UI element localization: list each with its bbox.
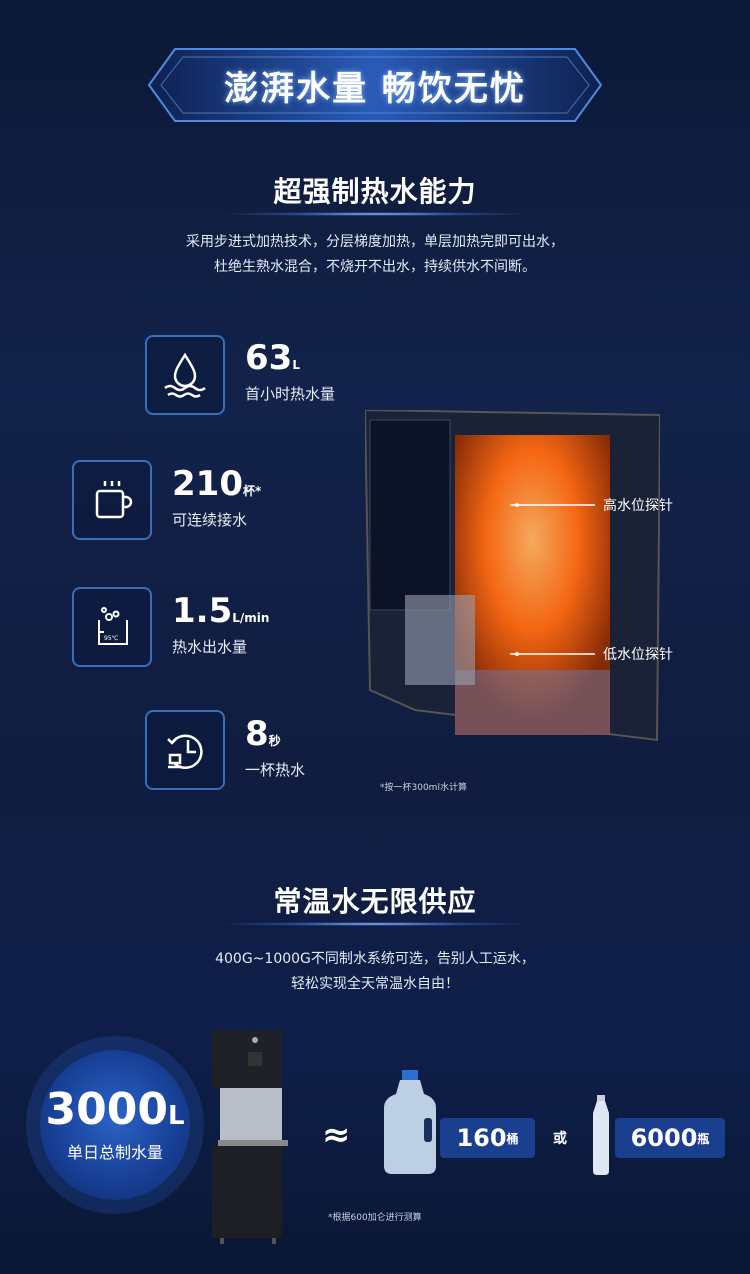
water-drop-icon bbox=[145, 335, 225, 415]
capacity-unit: L bbox=[167, 1101, 185, 1131]
capacity-label: 单日总制水量 bbox=[66, 1143, 163, 1162]
or-label: 或 bbox=[553, 1131, 567, 1147]
barrels-badge: 160 桶 bbox=[440, 1118, 535, 1158]
desc-line: 杜绝生熟水混合，不烧开不出水，持续供水不间断。 bbox=[214, 259, 536, 275]
heading-glow bbox=[225, 922, 525, 926]
barrels-unit: 桶 bbox=[506, 1131, 519, 1146]
approx-sign: ≈ bbox=[322, 1115, 351, 1155]
feature-value: 63 bbox=[245, 338, 293, 378]
feature-hot-water-flow: 1.5L/min 热水出水量 bbox=[172, 593, 269, 657]
clock-cup-icon bbox=[145, 710, 225, 790]
feature-value: 1.5 bbox=[172, 591, 233, 631]
feature-continuous-cups: 210杯* 可连续接水 bbox=[172, 466, 261, 530]
feature-label: 一杯热水 bbox=[245, 761, 306, 779]
section2-heading: 常温水无限供应 bbox=[273, 885, 477, 918]
daily-capacity-circle: 3000L 单日总制水量 bbox=[40, 1050, 190, 1200]
section1-heading: 超强制热水能力 bbox=[273, 175, 477, 208]
coffee-cup-icon bbox=[72, 460, 152, 540]
svg-text:95℃: 95℃ bbox=[104, 635, 119, 642]
heading-glow bbox=[225, 212, 525, 216]
desc-line: 采用步进式加热技术，分层梯度加热，单层加热完即可出水， bbox=[186, 234, 564, 250]
barrels-value: 160 bbox=[456, 1124, 507, 1152]
feature-label: 可连续接水 bbox=[172, 511, 248, 529]
capacity-value: 3000 bbox=[45, 1084, 168, 1135]
title-banner-frame bbox=[147, 48, 603, 122]
desc-line: 轻松实现全天常温水自由！ bbox=[291, 976, 459, 992]
section1-desc: 采用步进式加热技术，分层梯度加热，单层加热完即可出水， 杜绝生熟水混合，不烧开不… bbox=[0, 230, 750, 280]
bottles-badge: 6000 瓶 bbox=[615, 1118, 725, 1158]
feature-value: 210 bbox=[172, 464, 243, 504]
desc-line: 400G~1000G不同制水系统可选，告别人工运水， bbox=[215, 951, 535, 967]
feature-unit: 秒 bbox=[268, 734, 281, 748]
banner-title: 澎湃水量 畅饮无忧 bbox=[224, 68, 526, 109]
bottles-unit: 瓶 bbox=[697, 1131, 710, 1146]
water-dispenser-image bbox=[212, 1030, 288, 1244]
bottles-value: 6000 bbox=[630, 1124, 698, 1152]
feature-hot-water-first-hour: 63L 首小时热水量 bbox=[245, 340, 335, 404]
feature-label: 首小时热水量 bbox=[245, 385, 336, 403]
capacity-footnote: *根据600加仑进行测算 bbox=[328, 1213, 422, 1223]
hot-water-95c-icon: 95℃ bbox=[72, 587, 152, 667]
feature-label: 热水出水量 bbox=[172, 638, 248, 656]
high-water-probe-label: 高水位探针 bbox=[603, 498, 673, 514]
cup-note: *按一杯300ml水计算 bbox=[380, 783, 467, 793]
heater-cutaway-image bbox=[365, 410, 660, 742]
section2-desc: 400G~1000G不同制水系统可选，告别人工运水， 轻松实现全天常温水自由！ bbox=[0, 947, 750, 997]
water-barrel-image bbox=[384, 1070, 436, 1174]
feature-unit: 杯* bbox=[242, 484, 262, 498]
feature-unit: L/min bbox=[232, 611, 270, 625]
feature-one-cup-time: 8秒 一杯热水 bbox=[245, 716, 305, 780]
feature-value: 8 bbox=[245, 714, 269, 754]
low-water-probe-label: 低水位探针 bbox=[603, 647, 673, 663]
feature-unit: L bbox=[292, 358, 300, 372]
water-bottle-image bbox=[593, 1095, 609, 1175]
